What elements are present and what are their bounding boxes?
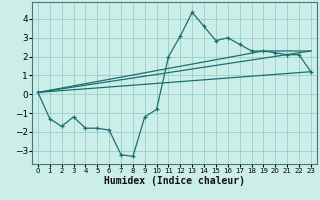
X-axis label: Humidex (Indice chaleur): Humidex (Indice chaleur) [104, 176, 245, 186]
